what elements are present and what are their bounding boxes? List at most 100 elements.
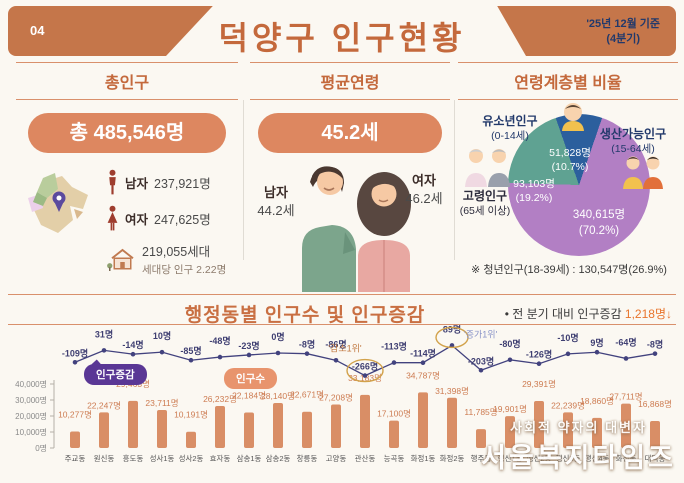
district-axis-label: 행주동: [471, 453, 492, 463]
bar-value-label: 28,140명: [261, 391, 295, 401]
population-detail-rows: 남자 237,921명 여자 247,625명: [106, 169, 226, 277]
household-value: 219,055세대: [142, 245, 211, 259]
bar-value-label: 11,785명: [464, 407, 497, 417]
change-value-label: -8명: [299, 339, 315, 350]
legend-population-count: 인구수: [224, 368, 277, 389]
district-axis-label: 삼송1동: [237, 453, 262, 463]
change-data-point: [420, 360, 426, 365]
column-divider: [454, 100, 455, 260]
adults-icon: [623, 156, 663, 189]
population-bar: [331, 404, 341, 448]
total-population-pill: 총 485,546명: [28, 113, 226, 153]
district-axis-label: 효자동: [210, 454, 231, 463]
population-bar: [215, 406, 225, 448]
change-data-point: [188, 357, 194, 363]
male-icon: [109, 169, 116, 195]
working-slice-value: 340,615명 (70.2%): [572, 209, 626, 237]
bar-value-label: 10,277명: [58, 410, 92, 420]
population-bar: [592, 417, 602, 448]
male-age-value: 44.2세: [257, 203, 295, 219]
change-value-label: -23명: [238, 340, 259, 351]
page-title: 덕양구 인구현황: [218, 20, 466, 56]
watermark-slogan: 사회적 약자의 대변자: [510, 420, 647, 435]
population-bar: [650, 421, 660, 448]
population-bar: [70, 431, 80, 448]
page-number: 04: [30, 23, 45, 38]
female-age-tag: 여자 46.2세: [398, 172, 450, 208]
youth-group-label: 유소년인구 (0-14세): [466, 114, 554, 143]
district-axis-label: 주교동: [65, 454, 86, 463]
population-bar: [360, 394, 370, 448]
district-axis-label: 화전동: [616, 453, 637, 463]
change-value-label: -113명: [381, 341, 407, 352]
change-data-point: [449, 343, 455, 348]
female-age-value: 46.2세: [405, 191, 443, 207]
district-axis-label: 화정2동: [440, 453, 465, 463]
youth-slice-value: 51,828명 (10.7%): [549, 147, 591, 174]
household-block: 219,055세대 세대당 인구 2.22명: [142, 241, 226, 277]
bar-value-label: 18,860명: [580, 396, 614, 406]
change-data-point: [246, 352, 252, 358]
report-period: '25년 12월 기준 (4분기): [586, 17, 660, 47]
district-map-illustration: [28, 173, 88, 233]
elderly-group-label: 고령인구 (65세 이상): [452, 189, 518, 218]
bar-value-label: 16,868명: [638, 399, 672, 409]
header-title-plate: [166, 6, 526, 56]
average-age-pill: 45.2세: [258, 113, 442, 153]
change-value-label: 0명: [271, 331, 284, 342]
change-data-point: [594, 349, 600, 355]
district-axis-label: 창릉동: [297, 454, 318, 463]
bar-value-label: 26,232명: [203, 394, 237, 404]
change-data-point: [72, 359, 78, 365]
district-axis-label: 성사2동: [179, 454, 204, 463]
population-bar: [418, 392, 428, 448]
change-data-point: [478, 367, 484, 373]
change-data-point: [391, 360, 397, 365]
district-axis-label: 행신1동: [498, 453, 523, 463]
y-axis-tick-label: 40,000명: [15, 379, 47, 389]
female-label: 여자: [125, 213, 149, 227]
district-axis-label: 능곡동: [384, 454, 405, 463]
female-population-row: 여자 247,625명: [106, 205, 226, 232]
change-data-point: [217, 354, 223, 360]
change-data-point: [304, 351, 310, 356]
max-highlight-circle: [435, 326, 469, 349]
bar-value-label: 23,711명: [145, 398, 178, 408]
change-value-label: 31명: [95, 328, 113, 339]
house-icon: [107, 248, 134, 271]
age-ratio-title: 연령계층별 비율: [458, 62, 678, 100]
population-bar: [447, 397, 457, 448]
district-combo-chart: 40,000명 30,000명 20,000명 10,000명 0명 10,277명 주교동…: [0, 323, 684, 483]
total-population-panel: 총인구 총 485,546명 남자 237: [16, 62, 238, 277]
population-bar: [476, 429, 486, 448]
district-axis-label: 고양동: [326, 454, 347, 463]
household-row: 219,055세대 세대당 인구 2.22명: [106, 241, 226, 277]
working-group-label: 생산가능인구 (15-64세): [586, 127, 680, 156]
total-population-stats: 남자 237,921명 여자 247,625명: [16, 167, 238, 277]
section-rule-bottom: [8, 324, 676, 325]
change-data-point: [362, 373, 368, 378]
bar-value-label: 22,671명: [290, 390, 324, 400]
change-value-label: -14명: [122, 339, 143, 350]
change-data-point: [101, 348, 107, 353]
bar-value-label: 27,208명: [319, 392, 353, 402]
watermark-brand: 서울복지타임즈: [481, 443, 676, 473]
bar-value-label: 34,787명: [406, 370, 440, 380]
bar-value-label: 29,391명: [522, 379, 556, 389]
y-axis-tick-label: 30,000명: [15, 395, 47, 405]
district-axis-label: 삼송2동: [266, 453, 291, 463]
change-value-label: -8명: [647, 339, 663, 350]
change-value-label: 10명: [153, 330, 171, 341]
elderly-group-range: (65세 이상): [459, 204, 511, 217]
section-rule-top: [8, 294, 676, 295]
change-data-point: [333, 358, 339, 363]
change-value-label: -126명: [526, 349, 552, 360]
change-value-label: -10명: [557, 332, 578, 343]
district-axis-label: 대덕동: [645, 453, 666, 463]
y-axis-tick-label: 10,000명: [15, 427, 47, 437]
population-bar: [99, 412, 109, 448]
change-value-label: -80명: [499, 338, 520, 349]
elderly-couple-icon: [465, 149, 510, 187]
max-annotation-label: '증가1위': [464, 329, 498, 339]
quarter-change-value: 1,218명↓: [624, 307, 672, 321]
